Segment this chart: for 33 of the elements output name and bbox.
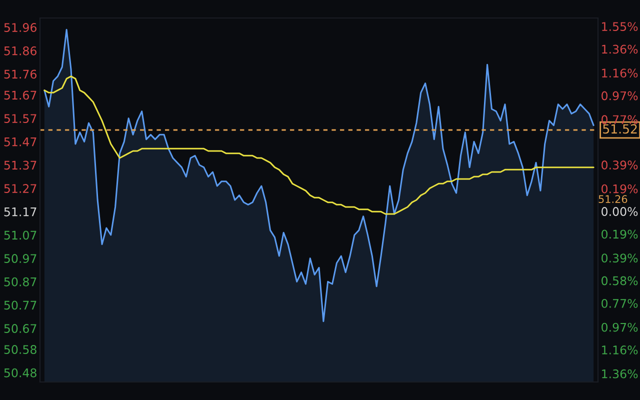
y-tick-label: 50.97 bbox=[4, 254, 36, 263]
y-tick-label: 50.58 bbox=[4, 345, 36, 354]
y-tick-label: 51.27 bbox=[4, 184, 36, 193]
y-tick-label: 51.67 bbox=[4, 90, 36, 100]
y-tick-label: 50.48 bbox=[4, 368, 36, 378]
y2-tick-label: 0.77% bbox=[602, 298, 638, 308]
y2-tick-label: 0.39% bbox=[602, 254, 638, 263]
y2-tick-label: 0.97% bbox=[602, 322, 638, 332]
y-tick-label: 50.77 bbox=[4, 300, 36, 310]
y2-tick-label: 0.19% bbox=[602, 230, 638, 239]
y-tick-label: 50.67 bbox=[4, 324, 36, 333]
y2-tick-label: 0.97% bbox=[602, 91, 638, 100]
y-tick-label: 50.87 bbox=[4, 277, 36, 286]
y2-tick-label: 0.39% bbox=[602, 160, 638, 170]
y2-tick-label: 1.16% bbox=[602, 346, 638, 354]
y-tick-label: 51.17 bbox=[4, 208, 36, 216]
y-tick-label: 51.76 bbox=[4, 70, 36, 79]
y-tick-label: 51.86 bbox=[4, 46, 36, 56]
y2-tick-label: 1.16% bbox=[602, 68, 638, 78]
y2-tick-label: 0.00% bbox=[602, 207, 638, 216]
y-tick-label: 51.47 bbox=[4, 138, 36, 146]
y-tick-label: 51.57 bbox=[4, 114, 36, 123]
y2-tick-label: 1.36% bbox=[602, 369, 638, 378]
text: 51.26 bbox=[598, 195, 628, 204]
y2-tick-label: 0.19% bbox=[602, 184, 638, 194]
y-tick-label: 51.96 bbox=[4, 23, 36, 32]
y2-tick-label: 1.55% bbox=[602, 22, 638, 32]
ref-line-label: 51.52 bbox=[603, 124, 637, 134]
y2-tick-label: 0.58% bbox=[602, 276, 638, 286]
line-series bbox=[44, 76, 594, 215]
y-tick-label: 51.37 bbox=[4, 160, 36, 170]
y-tick-label: 51.07 bbox=[4, 230, 36, 240]
y2-tick-label: 1.36% bbox=[602, 44, 638, 54]
